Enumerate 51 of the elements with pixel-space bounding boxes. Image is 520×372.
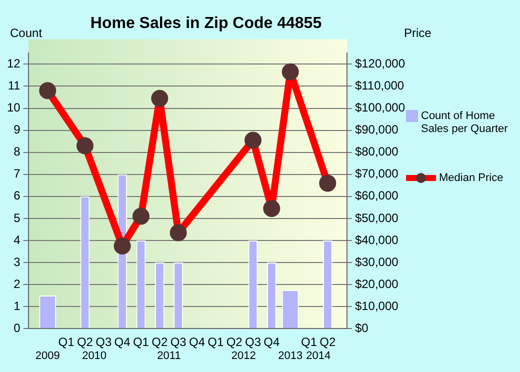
x-tick-label: Q1 — [208, 335, 224, 350]
x-tick-label: Q1 — [132, 335, 150, 350]
x-tick-label: Q2 — [226, 335, 243, 350]
y-tick-label: 1 — [14, 298, 21, 313]
y-tick-label: 8 — [14, 144, 21, 159]
y-tick-label: 4 — [14, 232, 21, 247]
y2-tick-label: $30,000 — [354, 254, 399, 269]
x-tick-label: Q4 — [188, 335, 206, 350]
y2-tick-label: $50,000 — [354, 210, 399, 225]
x-tick-label: Q2 — [76, 335, 94, 350]
legend-label: Median Price — [439, 172, 504, 185]
y-tick-label: 10 — [6, 100, 21, 115]
y2-tick-label: $110,000 — [354, 78, 404, 93]
text: 2011 — [157, 350, 181, 362]
y2-tick-label: $0 — [354, 320, 369, 335]
x-tick-label: Q1 — [58, 335, 75, 350]
y-tick-label: 11 — [8, 78, 21, 93]
x-tick-label: Q1 — [300, 335, 318, 350]
text: 2012 — [231, 350, 256, 362]
x-tick-label: Q3 — [170, 335, 187, 350]
y2-tick-label: $120,000 — [354, 56, 406, 71]
y2-tick-label: $60,000 — [354, 188, 399, 203]
y2-tick-label: $20,000 — [354, 276, 399, 291]
x-tick-label: Q3 — [244, 335, 262, 350]
x-tick-label: Q2 — [320, 335, 336, 350]
y-tick-label: 6 — [14, 188, 21, 203]
y2-tick-label: $100,000 — [354, 100, 406, 115]
text: 2010 — [82, 350, 107, 362]
text: 2014 — [306, 350, 331, 362]
y2-tick-label: $90,000 — [354, 122, 399, 137]
y-tick-label: 5 — [14, 210, 21, 225]
y2-tick-label: $40,000 — [354, 232, 399, 247]
y-tick-label: 12 — [6, 56, 21, 71]
y-tick-label: 9 — [14, 122, 21, 137]
text: 2009 — [35, 350, 60, 362]
y2-tick-label: $70,000 — [354, 166, 399, 181]
y2-tick-label: $10,000 — [354, 298, 399, 313]
text: 2013 — [278, 350, 303, 362]
y-tick-label: 3 — [14, 254, 21, 269]
x-tick-label: Q4 — [114, 335, 131, 350]
x-tick-label: Q3 — [96, 335, 112, 350]
x-tick-label: Q2 — [152, 335, 168, 350]
y2-tick-label: $80,000 — [354, 144, 399, 159]
y-tick-label: 2 — [14, 276, 21, 291]
y-axis-title: Count — [10, 26, 42, 40]
y-tick-label: 0 — [14, 320, 21, 335]
y-tick-label: 7 — [14, 166, 21, 181]
legend-label: Count of Home Sales per Quarter — [421, 110, 509, 136]
x-tick-label: Q4 — [264, 335, 280, 350]
chart-title: Home Sales in Zip Code 44855 — [90, 15, 322, 32]
y2-axis-title: Price — [404, 26, 432, 40]
